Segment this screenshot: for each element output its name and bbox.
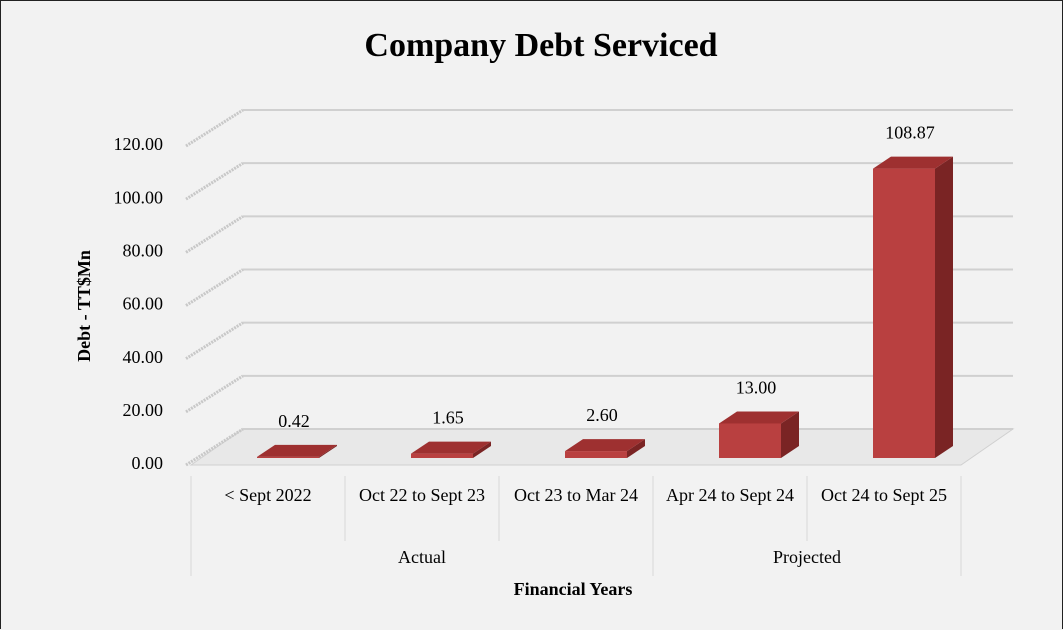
x-tick-label: Oct 22 to Sept 23 [359,485,485,505]
group-label: Actual [398,547,446,567]
value-label: 1.65 [432,408,464,428]
bar-side [319,444,337,458]
bar-top [719,411,799,424]
x-tick-label: < Sept 2022 [224,485,312,505]
bar-front [565,451,627,458]
x-tick-label: Oct 23 to Mar 24 [514,485,638,505]
value-label: 108.87 [885,123,935,143]
grid-side [185,427,244,467]
y-axis-title: Debt - TT$Mn [74,250,94,362]
x-axis-title: Financial Years [514,579,633,599]
y-tick-label: 120.00 [114,134,164,154]
bar-front [411,453,473,458]
y-tick-label: 80.00 [123,240,164,260]
y-tick-label: 20.00 [123,400,164,420]
bar-top [257,444,337,457]
y-tick-label: 100.00 [114,187,164,207]
y-tick-label: 60.00 [123,294,164,314]
bar-front [257,456,319,458]
value-label: 13.00 [736,378,777,398]
value-label: 0.42 [278,411,310,431]
grid-side [185,321,244,360]
y-tick-label: 40.00 [123,347,164,367]
bar-front [719,423,781,458]
bar [873,156,953,458]
grid-side [185,161,244,201]
bar-side [473,441,491,458]
chart-title: Company Debt Serviced [364,27,717,64]
grid-side [185,268,244,307]
bar-side [935,156,953,458]
bar [257,444,337,458]
group-label: Projected [773,547,841,567]
bar [719,411,799,458]
x-tick-label: Oct 24 to Sept 25 [821,485,947,505]
bar-side [627,439,645,458]
bar-top [565,439,645,452]
bar [411,441,491,458]
bar [565,439,645,458]
value-label: 2.60 [586,405,618,425]
y-tick-label: 0.00 [132,453,164,473]
bar-front [873,168,935,458]
grid-side [185,108,244,148]
x-tick-label: Apr 24 to Sept 24 [666,485,794,505]
bar-top [411,441,491,454]
bar-top [873,156,953,169]
grid-side [185,215,244,254]
grid-side [185,374,244,414]
bar-side [781,411,799,458]
